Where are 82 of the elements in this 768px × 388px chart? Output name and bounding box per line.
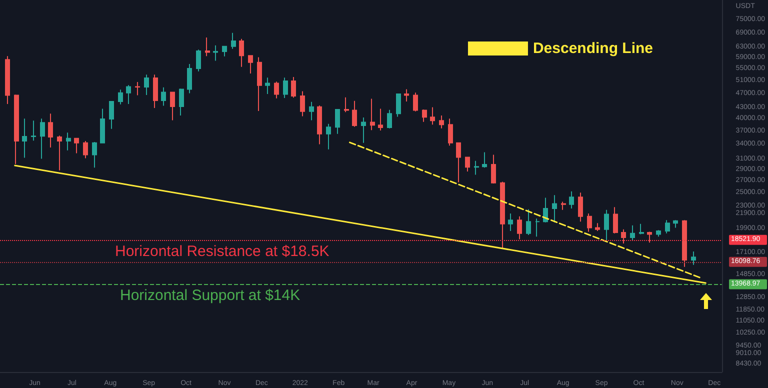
candlestick: [14, 94, 19, 164]
candlestick: [83, 140, 88, 159]
candlestick: [248, 54, 253, 74]
candlestick: [187, 64, 192, 94]
candlestick: [5, 56, 10, 105]
candlestick: [161, 86, 166, 106]
candlestick: [587, 212, 592, 232]
candlestick: [222, 45, 227, 57]
candlestick: [179, 88, 184, 116]
candlestick: [387, 109, 392, 129]
candlestick: [92, 141, 97, 168]
candlestick: [300, 90, 305, 117]
candlestick: [100, 108, 105, 144]
candlestick: [109, 100, 114, 130]
candlestick: [352, 100, 357, 128]
candlestick: [595, 222, 600, 232]
candlestick: [578, 192, 583, 222]
candlestick: [465, 156, 470, 172]
candlestick: [500, 181, 505, 248]
candlestick: [456, 142, 461, 183]
candlestick: [630, 224, 635, 241]
candlestick: [231, 32, 236, 50]
candlestick: [213, 44, 218, 62]
candlestick: [535, 218, 540, 238]
candlestick: [673, 220, 678, 228]
candlestick: [126, 84, 131, 105]
candlestick: [153, 74, 158, 109]
candlestick: [665, 220, 670, 234]
candlestick: [639, 223, 644, 235]
candlestick: [317, 104, 322, 145]
candlestick: [482, 152, 487, 168]
candlestick: [361, 116, 366, 144]
candlestick: [404, 88, 409, 102]
candlestick: [413, 92, 418, 112]
annotation: Horizontal Support at $14K: [120, 287, 300, 304]
candlestick: [526, 208, 531, 236]
candlestick: [621, 228, 626, 244]
candlestick: [517, 216, 522, 240]
candlestick: [309, 101, 314, 121]
candlestick: [474, 160, 479, 176]
candlestick: [66, 132, 71, 151]
candlestick: [647, 231, 652, 244]
candlestick: [144, 74, 149, 96]
candlestick: [613, 206, 618, 234]
annotation: Horizontal Resistance at $18.5K: [115, 243, 330, 260]
candlestick: [291, 76, 296, 98]
candlestick: [422, 108, 427, 122]
candlestick: [396, 93, 401, 118]
candlestick: [569, 190, 574, 210]
candlestick: [283, 77, 288, 99]
candlestick: [31, 120, 36, 142]
candlestick: [57, 135, 62, 171]
candlestick: [561, 201, 566, 210]
candlestick: [326, 123, 331, 150]
candlestick: [682, 220, 687, 268]
candlestick: [691, 251, 696, 266]
candlestick: [491, 154, 496, 184]
candlestick: [656, 230, 661, 238]
candlestick: [265, 77, 270, 94]
candlestick: [205, 36, 210, 57]
candlestick: [274, 81, 279, 99]
legend-label: Descending Line: [532, 40, 654, 57]
candlestick: [604, 209, 609, 241]
candlestick: [170, 91, 175, 121]
candlestick: [257, 56, 262, 112]
candlestick: [135, 81, 140, 96]
candlestick: [508, 212, 513, 232]
candlestick: [40, 118, 45, 160]
candlestick: [439, 115, 444, 129]
candlestick: [239, 38, 244, 68]
candlestick: [552, 194, 557, 223]
candlestick: [378, 108, 383, 131]
candlestick: [335, 108, 340, 134]
candlestick: [118, 89, 123, 105]
candlestick: [22, 118, 27, 158]
candlestick: [430, 106, 435, 126]
candlestick: [370, 98, 375, 131]
candlestick: [48, 113, 53, 148]
candlestick: [344, 96, 349, 113]
candlestick: [74, 137, 79, 154]
candlestick: [448, 118, 453, 146]
candlestick: [196, 49, 201, 72]
